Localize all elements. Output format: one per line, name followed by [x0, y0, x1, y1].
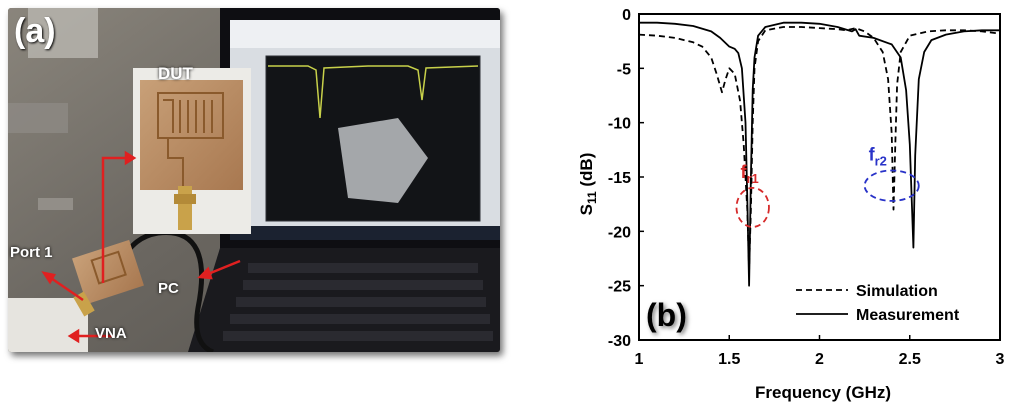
- vna-label: VNA: [95, 325, 127, 342]
- y-tick-label: 0: [622, 7, 631, 24]
- y-tick-label: -15: [608, 170, 631, 187]
- y-tick-label: -25: [608, 279, 631, 296]
- x-tick-label: 3: [996, 351, 1005, 368]
- resonance-label-r2: fr2: [869, 144, 887, 168]
- pc-label: PC: [158, 280, 179, 297]
- y-axis-label: S11 (dB): [577, 153, 599, 216]
- x-tick-label: 1: [635, 351, 644, 368]
- chart-panel-label: (b): [646, 297, 687, 333]
- annotation-layer: fr1 fr2: [735, 144, 920, 228]
- series-layer: [638, 21, 1001, 287]
- x-tick-label: 2.5: [899, 351, 921, 368]
- y-tick-label: -5: [617, 61, 631, 78]
- measurement-setup-photo: (a) DUT Port 1 PC VNA: [8, 8, 500, 352]
- x-tick-label: 1.5: [718, 351, 740, 368]
- y-axis-ticks: 0 -5 -10 -15 -20 -25 -30: [608, 7, 644, 350]
- dut-inset: [133, 68, 251, 234]
- laptop-illustration: [188, 8, 500, 352]
- s11-chart: 0 -5 -10 -15 -20 -25 -30 1 1.5 2 2.5 3 fr1 fr2 Freq…: [577, 7, 1005, 402]
- resonance-ellipse-r1: [735, 186, 770, 228]
- y-tick-label: -10: [608, 116, 631, 133]
- legend: Simulation Measurement: [796, 283, 960, 324]
- port1-label: Port 1: [10, 244, 53, 261]
- y-tick-label: -30: [608, 333, 631, 350]
- series-line-simulation: [638, 26, 1001, 271]
- photo-panel-label: (a): [14, 12, 56, 50]
- resonance-label-r1: fr1: [740, 162, 758, 186]
- dut-label: DUT: [158, 64, 193, 83]
- photo-illustration: [8, 8, 500, 352]
- y-tick-label: -20: [608, 224, 631, 241]
- x-axis-label: Frequency (GHz): [755, 383, 891, 402]
- legend-label: Simulation: [856, 283, 938, 300]
- resonance-ellipse-r2: [863, 169, 920, 202]
- plot-frame: [638, 13, 1001, 341]
- series-line-measurement: [639, 21, 1000, 287]
- x-tick-label: 2: [815, 351, 824, 368]
- legend-label: Measurement: [856, 307, 960, 324]
